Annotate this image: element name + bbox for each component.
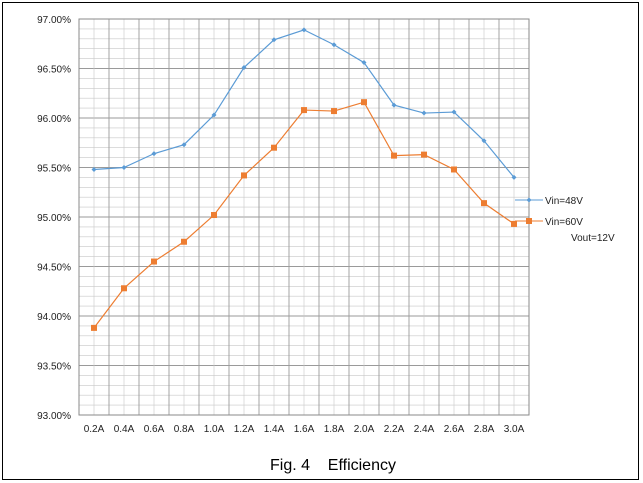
y-tick-label: 93.50% [37,362,71,373]
legend-label-vin60: Vin=60V [545,217,583,228]
data-point [271,37,277,43]
chart-grid [78,18,530,416]
data-point [511,220,517,227]
legend-label-vin48: Vin=48V [545,196,583,207]
series-vin48 [91,27,517,180]
data-point [421,110,427,116]
data-point [331,108,337,115]
data-point [91,324,97,331]
data-point [511,174,517,180]
data-point [241,172,247,179]
data-point [181,142,187,148]
x-tick-label: 2.0A [354,424,375,435]
data-point [481,138,487,144]
data-point [121,165,127,170]
y-tick-label: 93.00% [37,411,71,422]
legend-entry-vin48: Vin=48V [515,196,583,207]
chart-legend: Vin=48V Vin=60V Vout=12V [515,196,615,244]
figure-caption: Fig. 4 Efficiency [270,457,396,474]
legend-entry-vin60: Vin=60V [515,217,583,228]
data-point [151,151,157,157]
x-tick-label: 1.0A [204,424,225,435]
data-point [211,112,217,118]
x-tick-label: 1.2A [234,424,255,435]
data-point [451,166,457,173]
data-point [91,166,97,172]
legend-marker-vin48 [526,197,532,203]
data-point [451,109,457,115]
y-tick-label: 95.00% [37,213,71,224]
data-point [361,99,367,106]
x-tick-label: 1.4A [264,424,285,435]
x-tick-label: 2.6A [444,424,465,435]
x-tick-label: 2.8A [474,424,495,435]
x-tick-label: 2.2A [384,424,405,435]
x-tick-label: 3.0A [504,424,525,435]
chart-series [91,27,517,331]
efficiency-chart: 93.00% 93.50% 94.00% 94.50% 95.00% 95.50% 96.0… [37,15,615,474]
data-point [241,65,247,71]
data-point [181,238,187,245]
chart-axes: 93.00% 93.50% 94.00% 94.50% 95.00% 95.50% 96.0… [37,15,530,435]
y-tick-label: 96.50% [37,65,71,76]
x-tick-label: 1.6A [294,424,315,435]
data-point [391,152,397,159]
data-point [151,258,157,265]
x-tick-label: 2.4A [414,424,435,435]
x-tick-label: 0.8A [174,424,195,435]
data-point [301,27,307,33]
y-tick-label: 94.50% [37,263,71,274]
x-tick-label: 0.4A [114,424,135,435]
plot-area-border [78,18,530,416]
y-tick-label: 97.00% [37,15,71,26]
y-tick-label: 96.00% [37,114,71,125]
series-vin60 [91,99,517,331]
data-point [301,107,307,114]
data-point [121,285,127,292]
data-point [361,60,367,66]
data-point [211,212,217,219]
x-tick-label: 0.2A [84,424,105,435]
legend-note-vout: Vout=12V [571,233,615,244]
data-point [331,42,337,48]
data-point [391,102,397,108]
y-tick-label: 95.50% [37,164,71,175]
data-point [271,144,277,151]
y-tick-label: 94.00% [37,312,71,323]
data-point [421,151,427,158]
data-point [481,200,487,207]
legend-marker-vin60 [526,218,532,224]
x-tick-label: 1.8A [324,424,345,435]
x-tick-label: 0.6A [144,424,165,435]
